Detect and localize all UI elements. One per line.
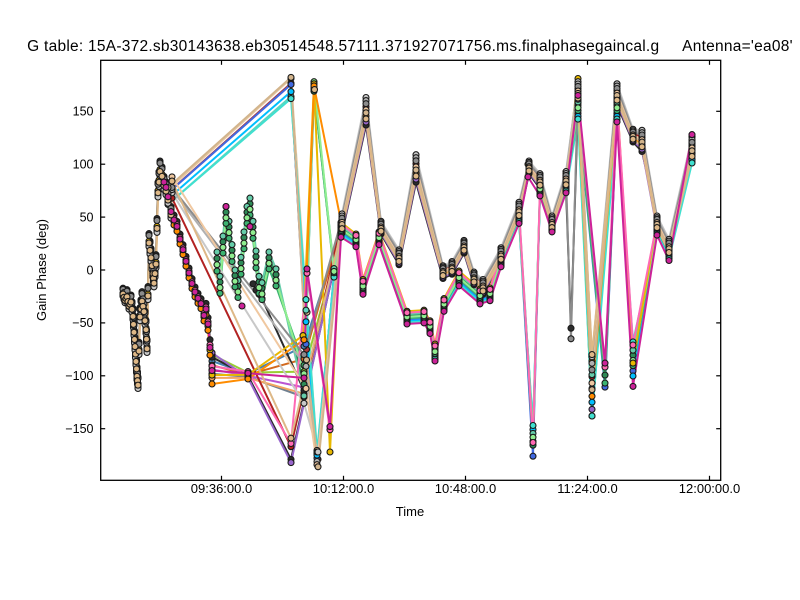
svg-text:Time: Time	[396, 504, 424, 519]
svg-text:−150: −150	[65, 422, 93, 436]
svg-text:10:12:00.0: 10:12:00.0	[313, 481, 374, 496]
svg-text:10:48:00.0: 10:48:00.0	[435, 481, 496, 496]
svg-text:100: 100	[73, 158, 94, 172]
svg-text:0: 0	[87, 263, 94, 277]
svg-text:12:00:00.0: 12:00:00.0	[679, 481, 740, 496]
svg-text:G table: 15A-372.sb30143638.eb: G table: 15A-372.sb30143638.eb30514548.5…	[27, 38, 793, 55]
svg-text:−100: −100	[65, 369, 93, 383]
svg-text:Gain Phase (deg): Gain Phase (deg)	[34, 219, 49, 321]
svg-text:−50: −50	[72, 316, 93, 330]
svg-text:50: 50	[80, 210, 94, 224]
svg-text:150: 150	[73, 105, 94, 119]
svg-text:09:36:00.0: 09:36:00.0	[191, 481, 252, 496]
svg-text:11:24:00.0: 11:24:00.0	[557, 481, 617, 496]
